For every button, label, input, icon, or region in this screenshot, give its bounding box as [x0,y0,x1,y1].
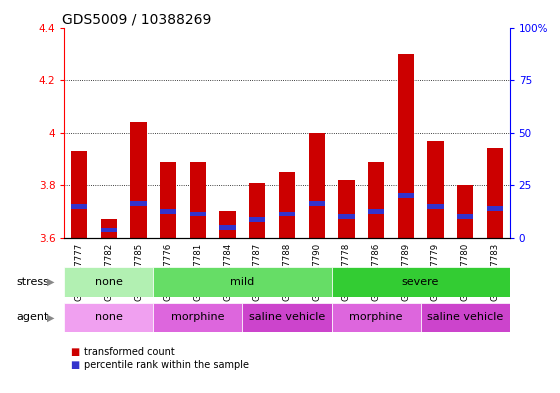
Bar [457,185,473,238]
Bar [427,141,444,238]
Text: stress: stress [17,277,50,287]
Bar [279,212,295,217]
Bar [421,303,510,332]
Text: saline vehicle: saline vehicle [249,312,325,322]
Bar [64,303,153,332]
Bar [279,172,295,238]
Bar [309,133,325,238]
Text: none: none [95,277,123,287]
Bar [332,303,421,332]
Bar [130,122,147,238]
Bar [190,162,206,238]
Bar [153,303,242,332]
Text: percentile rank within the sample: percentile rank within the sample [84,360,249,371]
Bar [368,162,384,238]
Bar [249,217,265,222]
Bar [220,225,236,230]
Bar [457,214,473,219]
Bar [101,219,117,238]
Text: severe: severe [402,277,439,287]
Text: agent: agent [17,312,49,322]
Bar [338,180,354,238]
Text: saline vehicle: saline vehicle [427,312,503,322]
Text: ■: ■ [70,347,80,357]
Text: transformed count: transformed count [84,347,175,357]
Bar [487,206,503,211]
Bar [71,204,87,209]
Text: none: none [95,312,123,322]
Bar [220,211,236,238]
Bar [242,303,332,332]
Bar [153,267,332,297]
Bar [338,214,354,219]
Bar [71,151,87,238]
Bar [160,209,176,214]
Bar [101,228,117,232]
Bar [160,162,176,238]
Bar [398,54,414,238]
Bar [398,193,414,198]
Text: ▶: ▶ [46,277,54,287]
Bar [427,204,444,209]
Text: morphine: morphine [171,312,225,322]
Bar [64,267,153,297]
Text: mild: mild [230,277,255,287]
Text: morphine: morphine [349,312,403,322]
Text: ▶: ▶ [46,312,54,322]
Bar [368,209,384,214]
Bar [190,212,206,217]
Bar [309,201,325,206]
Text: ■: ■ [70,360,80,371]
Bar [130,201,147,206]
Bar [332,267,510,297]
Text: GDS5009 / 10388269: GDS5009 / 10388269 [62,12,212,26]
Bar [487,149,503,238]
Bar [249,183,265,238]
